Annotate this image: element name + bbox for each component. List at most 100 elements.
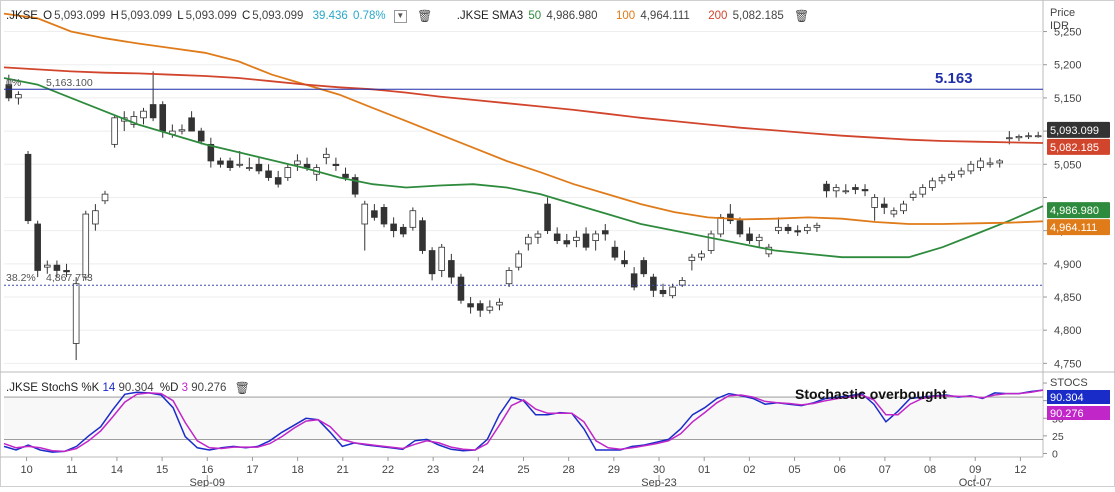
- candle-body: [467, 303, 474, 308]
- candle-body: [15, 94, 22, 99]
- candle-body: [236, 163, 243, 166]
- candle-body: [53, 264, 61, 271]
- candle: [63, 263, 70, 278]
- candle-body: [582, 233, 590, 248]
- candle-body: [505, 270, 513, 285]
- legend-high-label: H: [110, 10, 119, 23]
- x-tick-label: 23: [427, 464, 439, 476]
- candle-body: [44, 264, 51, 268]
- candle-body: [707, 233, 715, 251]
- candle-body: [804, 226, 811, 232]
- legend-sma-p2: 100: [615, 10, 636, 23]
- candle-body: [274, 177, 282, 185]
- candle: [784, 224, 792, 234]
- candle: [842, 184, 850, 195]
- fib-382-label: 38.2%: [6, 272, 36, 284]
- candle: [515, 250, 522, 271]
- price-tag-bg: [1047, 138, 1110, 155]
- candle: [197, 127, 205, 145]
- stoch-tag-d: 90.276: [1047, 406, 1110, 420]
- candle: [380, 204, 388, 228]
- candle: [573, 230, 580, 248]
- candle: [140, 107, 147, 125]
- candle: [659, 283, 667, 297]
- price-tag: 5,093.099: [1047, 121, 1110, 138]
- candle: [467, 297, 474, 314]
- candle-body: [1006, 137, 1013, 140]
- x-tick-label: 24: [472, 464, 484, 476]
- x-tick-label: 06: [834, 464, 846, 476]
- candle: [448, 253, 455, 284]
- candle-body: [82, 213, 90, 278]
- candle: [399, 224, 407, 238]
- candle: [804, 224, 811, 234]
- candle-body: [197, 130, 205, 142]
- legend-sma-p1: 50: [528, 10, 542, 23]
- candle-body: [303, 163, 311, 168]
- candle: [371, 204, 378, 221]
- price-tag-bg: [1047, 202, 1110, 219]
- candle-body: [852, 187, 859, 190]
- candle: [582, 227, 590, 251]
- x-month-label: Sep-09: [190, 477, 225, 487]
- fib-0-value: 5,163.100: [46, 77, 93, 89]
- candle: [601, 224, 609, 241]
- chevron-down-icon[interactable]: ▼: [393, 9, 407, 23]
- candle: [496, 298, 503, 311]
- trash-icon[interactable]: 🗑: [793, 9, 810, 23]
- candle: [72, 277, 80, 361]
- sma-line-2: [3, 12, 1044, 225]
- candle-body: [861, 189, 869, 192]
- stoch-tag-d-text: 90.276: [1050, 408, 1084, 420]
- candle-body: [784, 226, 792, 232]
- stoch-legend-k-value: 90.304: [118, 382, 154, 395]
- x-tick-label: 18: [292, 464, 304, 476]
- stoch-tag-k-bg: [1047, 390, 1110, 404]
- candle-body: [255, 163, 263, 172]
- candle-body: [948, 173, 955, 178]
- candle-body: [601, 230, 609, 235]
- candle-body: [842, 190, 850, 193]
- candle-body: [380, 207, 388, 225]
- candle-body: [92, 210, 99, 225]
- stoch-band: [4, 397, 1043, 440]
- candle: [938, 174, 946, 185]
- resistance-annotation: 5.163: [935, 70, 973, 87]
- candle: [929, 177, 936, 191]
- candle: [361, 200, 369, 251]
- candle-body: [294, 160, 301, 165]
- candle-body: [438, 246, 446, 271]
- candle: [188, 111, 195, 132]
- candle: [630, 267, 638, 291]
- legend-change-pct: 0.78%: [353, 10, 386, 23]
- candle-body: [880, 203, 888, 208]
- trash-icon[interactable]: 🗑: [417, 9, 433, 23]
- candle: [611, 240, 619, 261]
- candle-body: [678, 280, 686, 286]
- candle-body: [640, 260, 648, 275]
- candle: [871, 194, 878, 221]
- candle-body: [111, 117, 118, 145]
- candle-body: [755, 236, 763, 241]
- candle: [486, 300, 494, 314]
- candle: [428, 247, 436, 281]
- x-tick-label: 07: [879, 464, 891, 476]
- candle-body: [611, 246, 619, 258]
- candle: [794, 225, 801, 236]
- stoch-legend-k-period: 14: [102, 382, 116, 395]
- candle-body: [736, 220, 744, 235]
- fib-382-value: 4,867.773: [46, 272, 93, 284]
- legend-open: 5,093.099: [54, 10, 106, 23]
- candle: [82, 210, 90, 281]
- price-tag-bg: [1047, 121, 1110, 138]
- candle-body: [996, 160, 1003, 164]
- legend-high: 5,093.099: [120, 10, 172, 23]
- candle-body: [63, 270, 70, 273]
- trash-icon[interactable]: 🗑: [234, 381, 250, 395]
- candle-body: [544, 203, 551, 232]
- stoch-annotation: Stochastic overbought: [795, 386, 947, 402]
- candle: [996, 158, 1003, 168]
- candle-body: [140, 110, 147, 119]
- candle-body: [1015, 135, 1023, 139]
